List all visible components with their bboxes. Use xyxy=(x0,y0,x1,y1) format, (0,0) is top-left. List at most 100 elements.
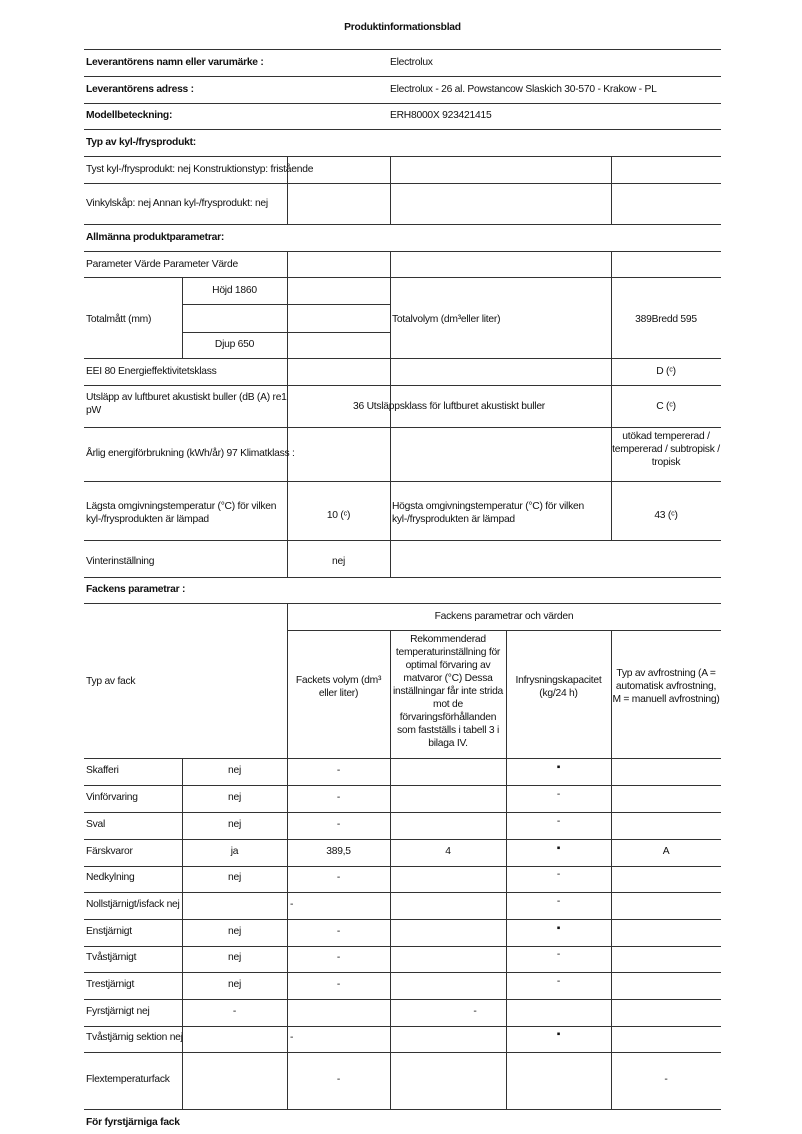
height-value: Höjd 1860 xyxy=(212,285,257,296)
total-volume-value: 389Bredd 595 xyxy=(635,314,697,325)
param-header: Parameter Värde Parameter Värde xyxy=(86,259,238,270)
annual-energy: Årlig energiförbrukning (kWh/år) 97 Klim… xyxy=(86,448,295,459)
table-rule xyxy=(390,866,391,892)
compartment-freezing: ▪ xyxy=(556,1029,561,1040)
table-rule xyxy=(84,1109,721,1110)
compartment-type-header: Typ av fack xyxy=(86,676,136,687)
table-rule xyxy=(390,892,391,919)
table-rule xyxy=(287,1052,288,1109)
table-rule xyxy=(611,1052,612,1109)
table-rule xyxy=(182,972,183,999)
table-rule xyxy=(506,999,507,1026)
table-rule xyxy=(84,892,721,893)
table-rule xyxy=(390,1026,391,1052)
section-heading-product-type: Typ av kyl-/frysprodukt: xyxy=(86,137,196,148)
table-rule xyxy=(506,1052,507,1109)
table-rule xyxy=(287,839,288,866)
table-rule xyxy=(182,839,183,866)
compartment-name: Enstjärnigt xyxy=(86,925,132,937)
climate-class: utökad tempererad / tempererad / subtrop… xyxy=(612,431,720,468)
table-rule xyxy=(390,156,391,224)
min-temp-value: 10 (ᶜ) xyxy=(326,510,351,521)
table-rule xyxy=(84,603,721,604)
compartment-freezing: - xyxy=(556,788,561,800)
table-rule xyxy=(390,839,391,866)
compartment-volume: - xyxy=(336,791,341,803)
table-rule xyxy=(506,785,507,812)
compartment-present: nej xyxy=(228,978,241,990)
noise-class: C (ᶜ) xyxy=(656,401,676,412)
table-rule xyxy=(84,224,721,225)
table-rule xyxy=(506,919,507,946)
compartment-name: Färskvaror xyxy=(86,845,133,857)
table-rule xyxy=(611,919,612,946)
table-rule xyxy=(84,972,721,973)
table-rule xyxy=(390,972,391,999)
product-type-row-1: Tyst kyl-/frysprodukt: nej Konstruktions… xyxy=(86,164,314,175)
table-rule xyxy=(182,332,390,333)
table-rule xyxy=(287,999,288,1026)
compartment-name: Flextemperaturfack xyxy=(86,1073,170,1085)
table-rule xyxy=(287,919,288,946)
table-rule xyxy=(84,49,721,50)
table-rule xyxy=(287,972,288,999)
footer-heading: För fyrstjärniga fack xyxy=(86,1117,180,1128)
table-rule xyxy=(506,630,507,758)
table-rule xyxy=(84,183,721,184)
table-rule xyxy=(506,866,507,892)
table-rule xyxy=(611,972,612,999)
compartment-present: nej xyxy=(228,791,241,803)
supplier-address-value: Electrolux - 26 al. Powstancow Slaskich … xyxy=(390,84,657,95)
compartment-name: Tvåstjärnigt xyxy=(86,952,137,963)
table-rule xyxy=(390,812,391,839)
table-rule xyxy=(84,129,721,130)
table-rule xyxy=(287,251,288,540)
table-rule xyxy=(390,251,391,540)
model-label: Modellbeteckning: xyxy=(86,110,173,121)
column-freezing-header: Infrysningskapacitet (kg/24 h) xyxy=(515,675,602,699)
depth-value: Djup 650 xyxy=(214,339,255,350)
table-rule xyxy=(390,1052,391,1109)
max-temp-value: 43 (ᶜ) xyxy=(654,510,678,521)
table-rule xyxy=(182,1026,183,1052)
table-rule xyxy=(84,812,721,813)
table-rule xyxy=(84,577,721,578)
supplier-address-label: Leverantörens adress : xyxy=(86,84,194,95)
table-rule xyxy=(84,999,721,1000)
table-rule xyxy=(390,630,391,758)
table-rule xyxy=(84,839,721,840)
table-rule xyxy=(182,999,183,1026)
compartment-defrost: A xyxy=(662,845,670,857)
table-rule xyxy=(506,839,507,866)
table-rule xyxy=(287,946,288,972)
table-rule xyxy=(84,946,721,947)
table-rule xyxy=(182,277,183,358)
compartment-name: Vinförvaring xyxy=(86,791,138,803)
table-rule xyxy=(287,892,288,919)
column-defrost-header: Typ av avfrostning (A = automatisk avfro… xyxy=(612,668,720,705)
table-rule xyxy=(84,1052,721,1053)
winter-label: Vinterinställning xyxy=(86,556,155,567)
compartment-freezing: - xyxy=(556,895,561,907)
table-rule xyxy=(611,839,612,866)
table-rule xyxy=(287,758,288,785)
compartment-freezing: - xyxy=(556,869,561,880)
compartment-name: Nollstjärnigt/isfack nej xyxy=(86,898,180,910)
table-rule xyxy=(84,385,721,386)
compartment-present: nej xyxy=(228,952,241,963)
table-rule xyxy=(84,358,721,359)
compartment-freezing: - xyxy=(556,975,561,987)
table-rule xyxy=(287,630,721,631)
table-rule xyxy=(287,785,288,812)
max-temp-label: Högsta omgivningstemperatur (°C) för vil… xyxy=(392,501,584,525)
table-rule xyxy=(611,892,612,919)
table-rule xyxy=(84,758,721,759)
compartment-present: - xyxy=(232,1005,237,1017)
compartment-name: Tvåstjärnig sektion nej xyxy=(86,1032,183,1043)
table-rule xyxy=(390,758,391,785)
table-rule xyxy=(84,427,721,428)
table-rule xyxy=(611,812,612,839)
compartment-present: nej xyxy=(228,872,241,883)
compartment-volume: 389,5 xyxy=(326,845,351,857)
compartment-freezing: - xyxy=(556,815,561,827)
